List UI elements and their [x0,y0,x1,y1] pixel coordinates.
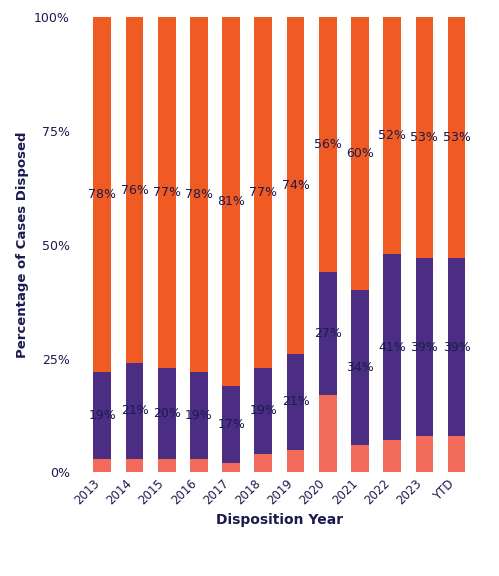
Bar [416,17,433,259]
Bar [126,458,143,472]
Text: 78%: 78% [185,188,213,201]
Bar [93,458,111,472]
Text: 19%: 19% [88,409,116,422]
Bar [319,17,337,272]
Text: 81%: 81% [217,195,245,208]
Bar [287,354,304,450]
Text: 74%: 74% [281,179,309,192]
Bar [448,17,466,259]
Text: 21%: 21% [121,404,148,418]
Bar [416,436,433,472]
Bar [126,17,143,363]
Text: 77%: 77% [250,186,277,199]
Bar [351,17,369,290]
Text: 19%: 19% [185,409,213,422]
Bar [190,17,208,372]
Text: 39%: 39% [411,340,438,354]
Text: 27%: 27% [314,327,342,340]
Bar [158,17,176,367]
Bar [254,454,272,472]
Bar [416,259,433,436]
Y-axis label: Percentage of Cases Disposed: Percentage of Cases Disposed [15,131,28,358]
Bar [93,17,111,372]
Bar [190,372,208,458]
Bar [254,367,272,454]
Bar [319,395,337,472]
Bar [287,450,304,472]
Text: 17%: 17% [217,418,245,431]
Text: 34%: 34% [346,361,374,374]
Text: 60%: 60% [346,147,374,160]
Text: 53%: 53% [411,131,438,145]
Text: 76%: 76% [121,184,148,196]
Bar [383,441,401,472]
X-axis label: Disposition Year: Disposition Year [216,513,343,527]
Text: 52%: 52% [378,129,406,142]
Bar [448,259,466,436]
Bar [93,372,111,458]
Text: 56%: 56% [314,138,342,151]
Bar [254,17,272,367]
Bar [190,458,208,472]
Bar [222,463,240,472]
Text: 53%: 53% [443,131,471,145]
Bar [158,458,176,472]
Text: 77%: 77% [153,186,181,199]
Text: 19%: 19% [250,404,277,418]
Text: 21%: 21% [281,395,309,408]
Bar [287,17,304,354]
Bar [383,254,401,441]
Bar [319,272,337,395]
Text: 39%: 39% [443,340,471,354]
Bar [222,386,240,463]
Bar [383,17,401,254]
Bar [351,290,369,445]
Bar [222,17,240,386]
Text: 78%: 78% [88,188,116,201]
Bar [448,436,466,472]
Text: 41%: 41% [378,340,406,354]
Bar [126,363,143,458]
Bar [351,445,369,472]
Text: 20%: 20% [153,407,181,420]
Bar [158,367,176,458]
